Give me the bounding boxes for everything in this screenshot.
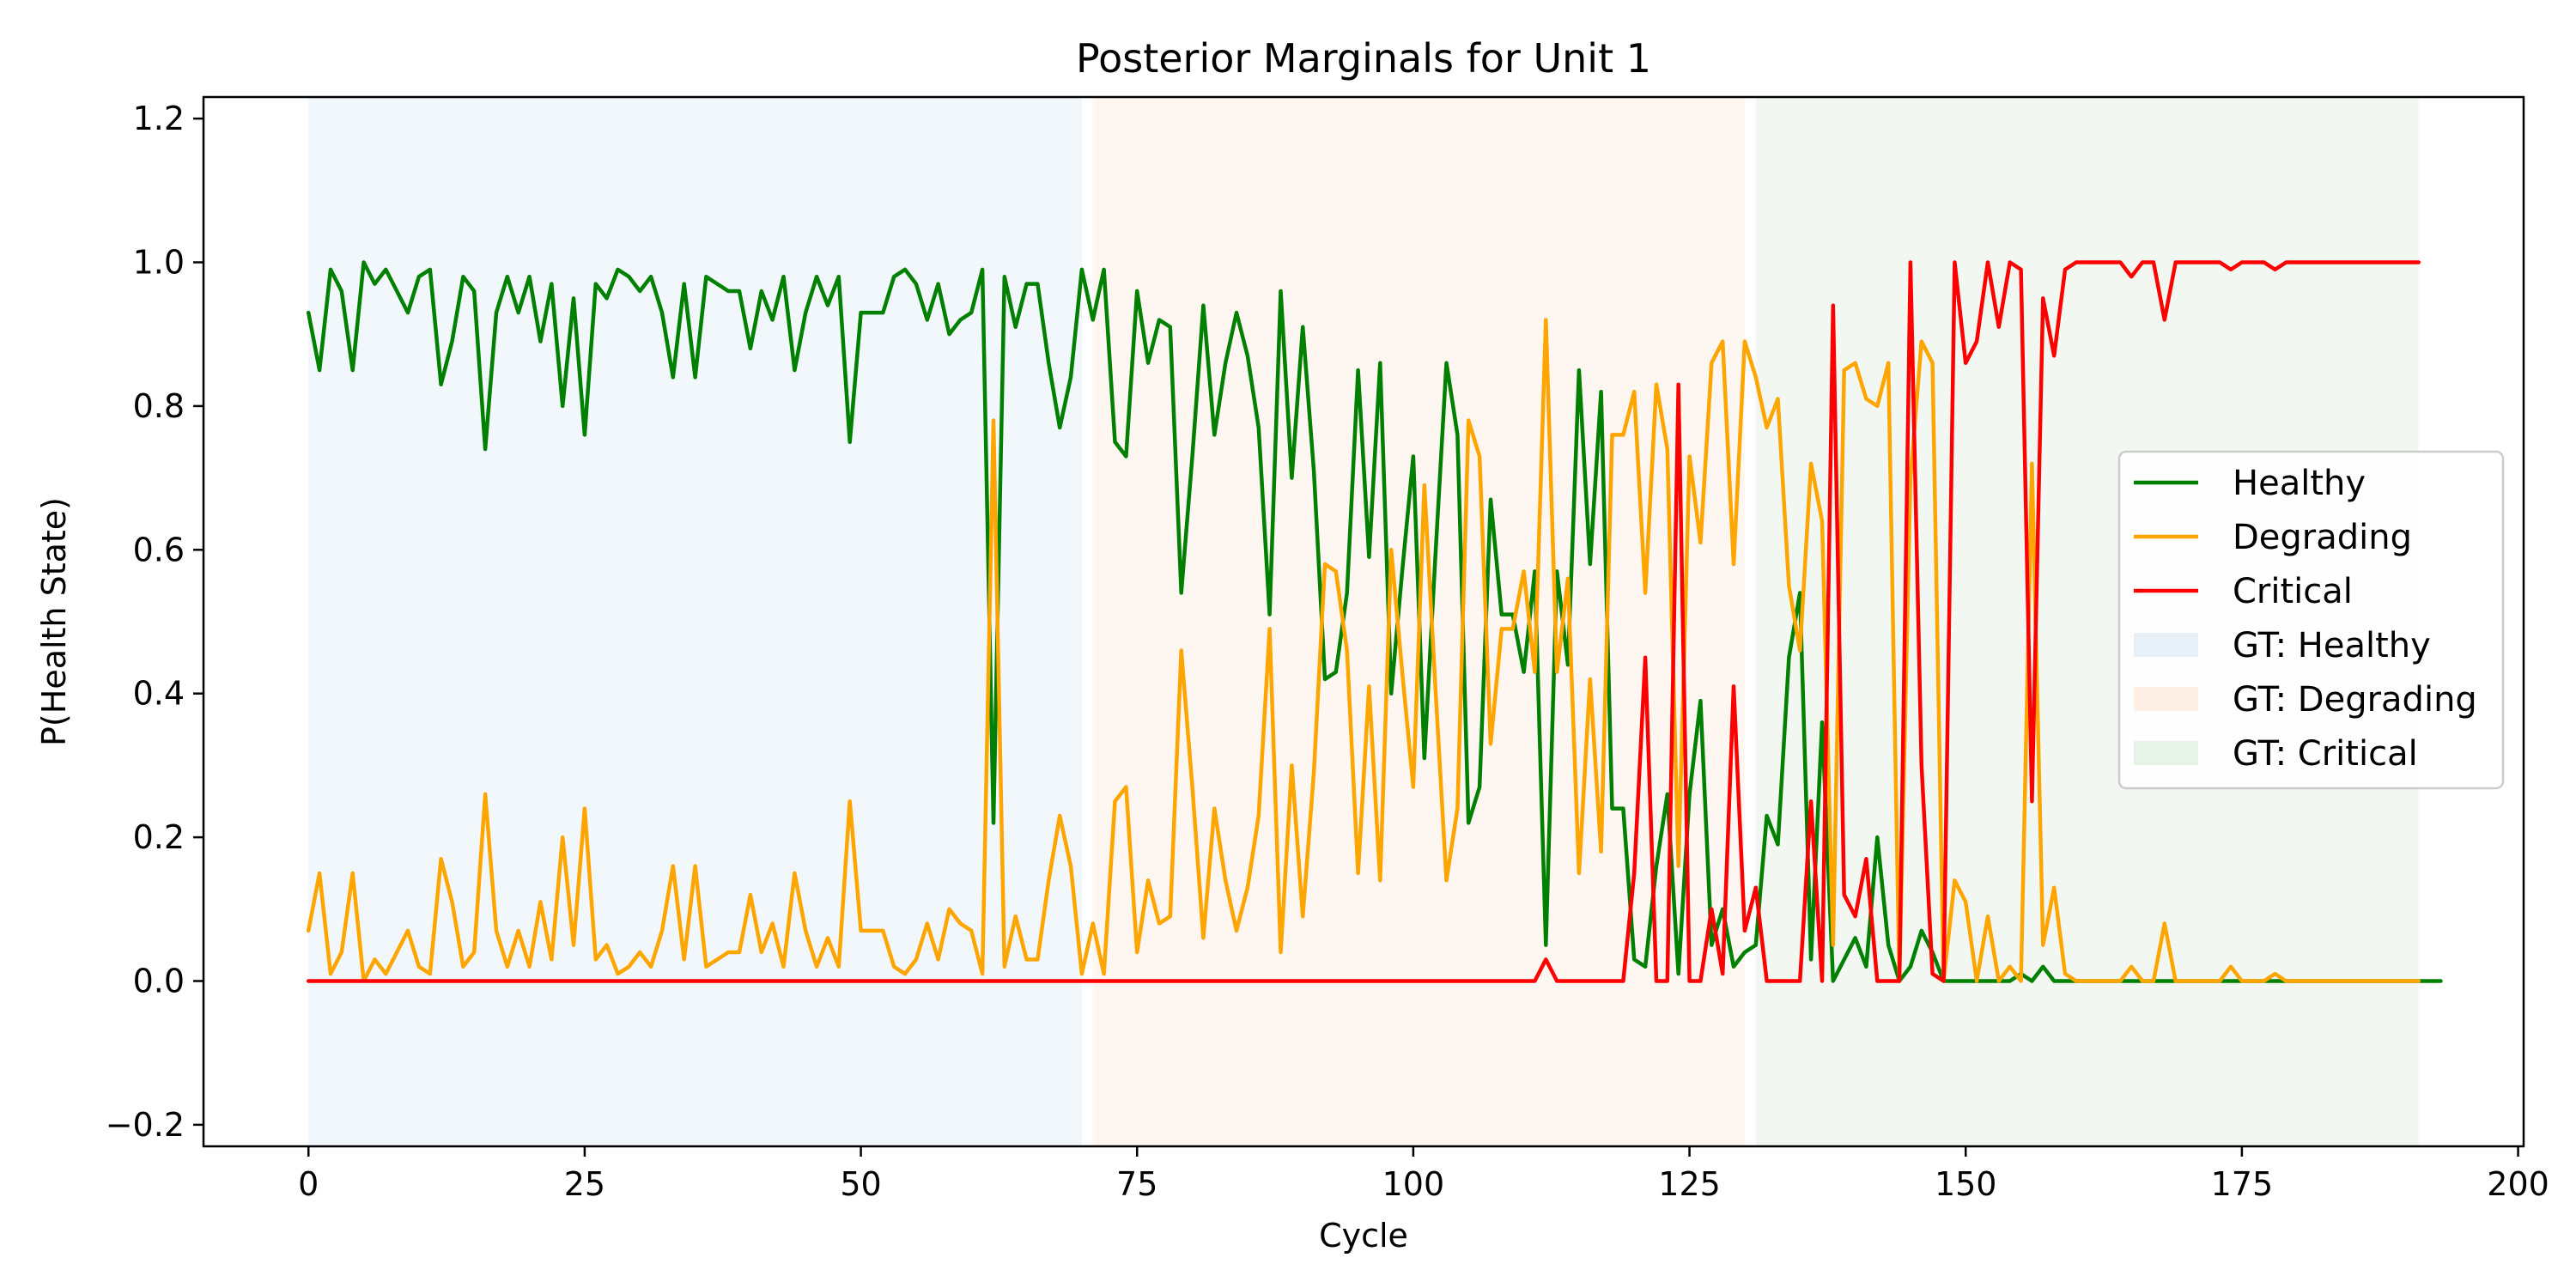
chart-title: Posterior Marginals for Unit 1	[1076, 35, 1651, 82]
x-tick-label: 200	[2487, 1165, 2549, 1203]
y-tick-label: 0.8	[133, 387, 185, 425]
legend-label-critical: Critical	[2233, 572, 2353, 611]
x-tick-label: 125	[1658, 1165, 1721, 1203]
legend-label-gt-degrading: GT: Degrading	[2233, 680, 2477, 720]
legend-label-gt-critical: GT: Critical	[2233, 734, 2418, 774]
legend-label-gt-healthy: GT: Healthy	[2233, 626, 2431, 665]
x-tick-label: 100	[1382, 1165, 1445, 1203]
x-tick-label: 150	[1935, 1165, 1997, 1203]
plot-frame	[202, 95, 2525, 1148]
legend-swatch-gt-healthy	[2134, 633, 2198, 657]
x-tick-label: 75	[1116, 1165, 1157, 1203]
legend-box	[2117, 450, 2505, 790]
y-tick-label: 0.6	[133, 531, 185, 568]
x-axis: 0 25 50 75 100 125 150 175 200	[298, 1146, 2549, 1203]
y-tick-label: 0.2	[133, 818, 185, 856]
y-tick-label: 1.0	[133, 244, 185, 282]
x-tick-label: 25	[564, 1165, 605, 1203]
y-tick-label: 1.2	[133, 100, 185, 137]
ground-truth-bands	[308, 97, 2419, 1146]
legend-label-healthy: Healthy	[2233, 464, 2366, 503]
y-axis: −0.2 0.0 0.2 0.4 0.6 0.8 1.0 1.2	[106, 100, 204, 1144]
x-axis-label: Cycle	[1319, 1217, 1408, 1255]
legend-swatch-gt-critical	[2134, 741, 2198, 765]
y-tick-label: 0.4	[133, 675, 185, 713]
series-line-degrading	[306, 318, 2421, 983]
legend-swatch-gt-degrading	[2134, 687, 2198, 711]
legend: Healthy Degrading Critical GT: Healthy GT: D…	[2117, 450, 2505, 790]
y-axis-label: P(Health State)	[35, 497, 73, 746]
x-tick-label: 0	[298, 1165, 319, 1203]
series-line-critical	[306, 260, 2421, 983]
y-tick-label: 0.0	[133, 962, 185, 999]
x-tick-label: 50	[840, 1165, 881, 1203]
x-tick-label: 175	[2211, 1165, 2274, 1203]
y-tick-label: −0.2	[106, 1106, 185, 1144]
legend-label-degrading: Degrading	[2233, 518, 2412, 557]
series-lines	[306, 260, 2443, 983]
band-gt-healthy	[308, 97, 1082, 1146]
